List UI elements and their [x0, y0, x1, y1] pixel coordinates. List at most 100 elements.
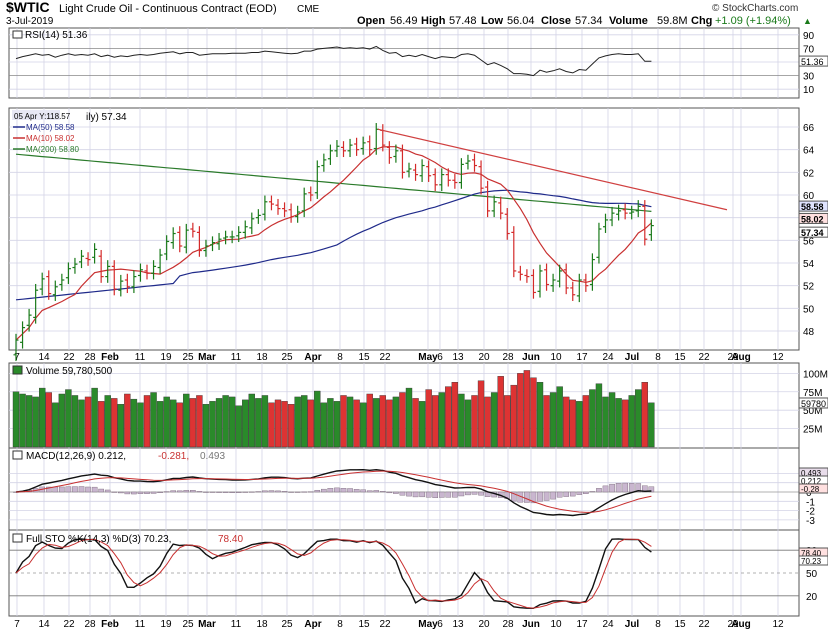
volume-bar	[386, 399, 393, 448]
volume-bar	[327, 398, 334, 448]
macd-histogram-bar	[170, 490, 177, 493]
volume-label: Volume 59,780,500	[12, 365, 113, 377]
x-tick-label-bottom: 28	[84, 619, 96, 629]
volume-bar	[12, 391, 20, 448]
macd-histogram-bar	[563, 491, 569, 497]
price-title: ily) 57.34	[86, 112, 127, 123]
macd-histogram-bar	[340, 488, 347, 493]
x-tick-label-bottom: 15	[674, 619, 686, 629]
macd-histogram-bar	[452, 491, 458, 498]
volume-bar	[248, 393, 256, 448]
macd-histogram-bar	[65, 486, 72, 493]
volume-bar	[301, 395, 308, 448]
volume-bar	[399, 392, 406, 448]
macd-histogram-bar	[294, 491, 301, 493]
x-tick-label-bottom: 15	[358, 619, 370, 629]
volume-bar	[228, 396, 236, 448]
macd-histogram-bar	[183, 490, 190, 493]
macd-histogram-bar	[471, 491, 478, 495]
rsi-tick-label: 30	[803, 72, 815, 83]
x-tick-label: 18	[256, 352, 268, 363]
volume-bar	[379, 395, 386, 448]
macd-histogram-bar	[321, 488, 327, 493]
macd-histogram-bar	[137, 491, 144, 494]
x-tick-label: 28	[502, 352, 514, 363]
macd-histogram-bar	[242, 491, 249, 493]
ma200-line	[15, 153, 652, 212]
macd-badge-text: -0.28	[801, 485, 820, 494]
price-tick-label: 60	[803, 191, 815, 202]
macd-histogram-bar	[399, 491, 406, 496]
macd-histogram-bar	[131, 491, 137, 495]
x-tick-label: 20	[478, 352, 490, 363]
rsi-badge-text: 51.36	[801, 57, 824, 67]
macd-histogram-bar	[52, 486, 59, 493]
x-tick-label: 22	[63, 352, 75, 363]
x-tick-label: 14	[38, 352, 50, 363]
rsi-tick-label: 90	[803, 31, 815, 42]
volume-bar	[464, 399, 472, 448]
x-tick-label-bottom: Feb	[101, 619, 119, 629]
macd-histogram-bar	[628, 483, 635, 493]
volume-bar	[523, 370, 531, 448]
volume-bar	[359, 402, 367, 448]
x-tick-label-bottom: 24	[602, 619, 614, 629]
volume-bar	[536, 382, 544, 448]
macd-line	[15, 468, 652, 517]
ma10-legend-label: MA(10) 58.02	[26, 134, 75, 143]
x-tick-label: 22	[379, 352, 391, 363]
x-tick-label-bottom: 13	[452, 619, 464, 629]
sto-label: Full STO %K(14,3) %D(3) 70.23, 78.40	[12, 533, 243, 545]
macd-histogram-bar	[622, 482, 628, 493]
volume-bar	[45, 392, 52, 448]
volume-bar	[52, 402, 59, 448]
volume-bar	[477, 380, 485, 448]
macd-histogram-bar	[425, 491, 432, 498]
price-tick-label: 52	[803, 282, 815, 293]
x-tick-label: 28	[84, 352, 96, 363]
volume-bar	[19, 393, 26, 448]
x-tick-label: 15	[674, 352, 686, 363]
cursor-readout-box	[12, 110, 60, 120]
x-tick-label-bottom: 22	[698, 619, 710, 629]
macd-histogram-bar	[117, 491, 124, 494]
x-tick-label-bottom: 17	[576, 619, 588, 629]
volume-bar	[242, 399, 249, 448]
volume-bar	[281, 401, 288, 448]
volume-bar	[287, 404, 295, 448]
macd-histogram-bar	[275, 490, 281, 493]
x-tick-label: 10	[550, 352, 562, 363]
x-tick-label-bottom: 25	[281, 619, 293, 629]
x-tick-label-bottom: Mar	[198, 619, 216, 629]
volume-bar	[530, 377, 537, 448]
macd-histogram-bar	[327, 488, 334, 493]
x-tick-label: 11	[231, 352, 242, 363]
volume-badge	[798, 397, 828, 409]
volume-bar	[307, 399, 314, 448]
volume-bar	[143, 395, 151, 448]
volume-bar	[183, 393, 190, 448]
x-tick-label-bottom: Aug	[731, 619, 750, 629]
macd-histogram-bar	[222, 491, 229, 493]
macd-histogram-bar	[176, 490, 183, 493]
up-triangle-icon: ▲	[803, 16, 812, 26]
macd-histogram-bar	[543, 491, 550, 501]
x-tick-label: 24	[602, 352, 614, 363]
x-tick-label: 8	[655, 352, 661, 363]
y-axes: 66646260585654525048907050301051.3658.58…	[798, 31, 828, 603]
price-badge-text: 58.02	[801, 214, 824, 224]
macd-histogram-bar	[288, 491, 294, 493]
x-tick-label-bottom: 7	[14, 619, 20, 629]
macd-histogram-bar	[111, 491, 118, 493]
x-tick-label-bottom: May	[418, 619, 438, 629]
volume-bar	[412, 398, 419, 448]
macd-badge	[798, 483, 828, 494]
volume-bar	[576, 401, 583, 448]
sto-d-line	[15, 538, 652, 609]
change-label: Chg	[691, 15, 712, 27]
volume-bar	[556, 386, 563, 448]
sto-k-line	[15, 538, 652, 610]
x-tick-label-bottom: Jul	[625, 619, 640, 629]
volume-bar	[490, 392, 498, 448]
x-tick-label-bottom: 12	[772, 619, 784, 629]
